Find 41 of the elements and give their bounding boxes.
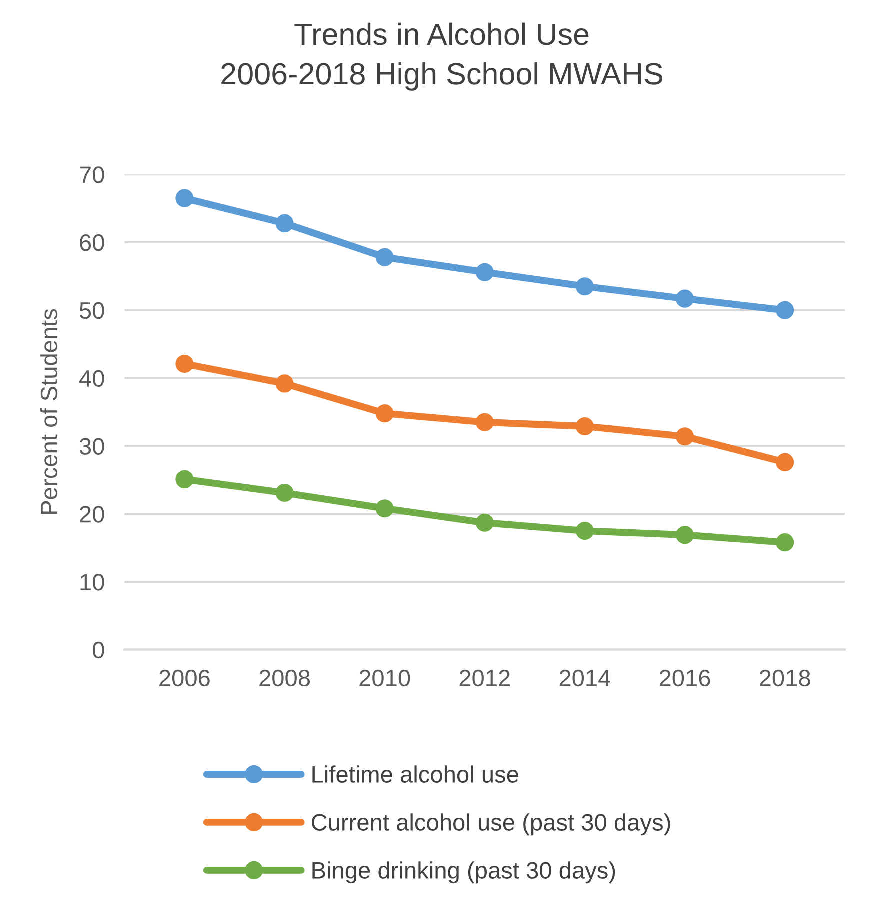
point	[276, 214, 294, 232]
legend-label: Binge drinking (past 30 days)	[312, 862, 616, 884]
legend-label: Current alcohol use (past 30 days)	[312, 814, 670, 836]
y-tick-label: 0	[92, 642, 104, 659]
x-tick-label: 2014	[560, 670, 611, 687]
point	[376, 248, 394, 266]
point	[676, 290, 694, 308]
y-tick-label: 10	[80, 574, 104, 591]
point	[176, 354, 194, 374]
point	[576, 417, 594, 436]
y-tick-label: 70	[80, 166, 104, 184]
y-tick-label: 50	[80, 302, 104, 320]
point	[576, 278, 594, 296]
point	[676, 526, 694, 544]
x-tick-label: 2008	[260, 670, 310, 687]
chart-title: Trends in Alcohol Use 2006-2018 High School MWAHS	[222, 22, 663, 91]
point	[776, 453, 794, 472]
y-tick-label: 30	[80, 438, 104, 455]
point	[276, 374, 294, 393]
point	[676, 428, 694, 446]
point	[376, 500, 394, 518]
legend-label: Lifetime alcohol use	[312, 766, 518, 783]
point	[476, 514, 494, 532]
y-tick-label: 20	[80, 506, 104, 523]
x-tick-label: 2018	[760, 670, 810, 687]
y-tick-label: 60	[80, 234, 104, 252]
point	[476, 263, 494, 282]
point	[276, 484, 294, 502]
point	[176, 470, 194, 488]
x-tick-label: 2016	[660, 670, 710, 687]
point	[476, 413, 494, 432]
y-axis-title: Percent of Students	[40, 309, 58, 514]
point	[176, 189, 194, 208]
point	[776, 534, 794, 552]
y-tick-label: 40	[79, 370, 104, 388]
point	[776, 301, 794, 320]
point	[576, 522, 594, 540]
x-tick-label: 2006	[160, 670, 210, 687]
x-tick-label: 2012	[460, 670, 510, 687]
point	[376, 404, 394, 423]
x-tick-label: 2010	[360, 670, 410, 687]
